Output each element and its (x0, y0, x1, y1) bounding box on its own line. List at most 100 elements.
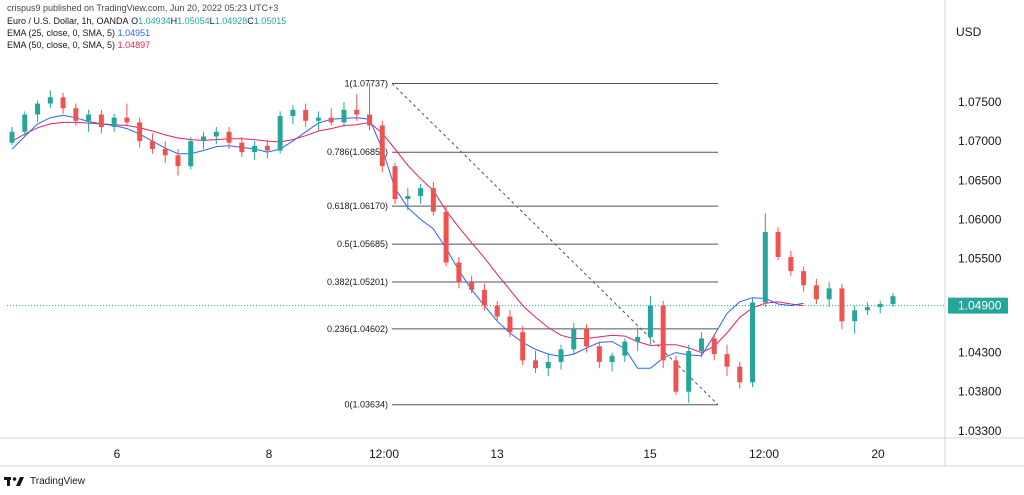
ohlc-label-h: H (170, 16, 178, 26)
candle-up[interactable] (877, 304, 883, 308)
candle-down[interactable] (469, 282, 475, 290)
candle-down[interactable] (788, 257, 794, 272)
candle-up[interactable] (635, 336, 641, 342)
candle-up[interactable] (864, 307, 870, 311)
candle-up[interactable] (405, 195, 411, 200)
candle-down[interactable] (98, 114, 104, 128)
candle-down[interactable] (813, 285, 819, 300)
candle-down[interactable] (379, 125, 385, 167)
candle-down[interactable] (367, 114, 373, 126)
candle-up[interactable] (86, 114, 92, 121)
candle-up[interactable] (762, 231, 768, 303)
candle-up[interactable] (545, 361, 551, 369)
candle-up[interactable] (35, 103, 41, 115)
fib-level-label: 0.382(1.05201) (327, 277, 388, 287)
candle-down[interactable] (584, 329, 590, 347)
y-tick-label: 1.07500 (958, 95, 1002, 109)
candle-up[interactable] (826, 288, 832, 300)
candle-down[interactable] (737, 366, 743, 383)
candle-up[interactable] (418, 188, 424, 196)
candle-down[interactable] (73, 108, 79, 121)
candle-up[interactable] (647, 305, 653, 337)
y-tick-label: 1.05500 (958, 252, 1002, 266)
ema25-label: EMA (25, close, 0, SMA, 5) (7, 28, 116, 38)
candle-up[interactable] (277, 116, 283, 151)
y-tick-label: 1.04300 (958, 346, 1002, 360)
candle-down[interactable] (354, 109, 360, 115)
fib-level-label: 0.236(1.04602) (327, 324, 388, 334)
candle-down[interactable] (149, 141, 155, 149)
candle-down[interactable] (137, 122, 143, 142)
candle-up[interactable] (558, 349, 564, 362)
candle-down[interactable] (673, 360, 679, 392)
candle-down[interactable] (660, 305, 666, 361)
candle-down[interactable] (801, 271, 807, 286)
y-tick-label: 1.03300 (958, 424, 1002, 438)
candle-up[interactable] (290, 109, 296, 117)
candle-down[interactable] (775, 231, 781, 258)
symbol-legend: Euro / U.S. Dollar, 1h, OANDA O1.04934 H… (7, 16, 286, 26)
candle-down[interactable] (443, 211, 449, 263)
candle-up[interactable] (890, 296, 896, 305)
x-tick-label: 8 (266, 447, 273, 461)
ohlc-values: O1.04934 H1.05054 L1.04928 C1.05015 (131, 16, 286, 26)
candle-up[interactable] (315, 117, 321, 121)
candle-up[interactable] (341, 109, 347, 123)
candle-down[interactable] (532, 360, 538, 369)
candle-down[interactable] (430, 188, 436, 212)
candle-up[interactable] (622, 341, 628, 356)
candle-up[interactable] (47, 97, 53, 104)
candle-down[interactable] (328, 117, 334, 123)
candle-up[interactable] (188, 141, 194, 167)
candle-up[interactable] (609, 355, 615, 362)
candle-down[interactable] (724, 354, 730, 367)
candle-up[interactable] (111, 117, 117, 128)
y-tick-label: 1.06000 (958, 212, 1002, 226)
y-tick-label: 1.04900 (958, 299, 1002, 313)
candle-down[interactable] (60, 97, 66, 109)
candle-up[interactable] (852, 310, 858, 322)
candle-up[interactable] (201, 136, 207, 142)
tradingview-logo-icon (4, 477, 24, 486)
candle-up[interactable] (571, 329, 577, 350)
footer-branding: TradingView (4, 476, 85, 487)
ohlc-value-c: 1.05015 (253, 16, 287, 26)
candle-up[interactable] (213, 131, 219, 137)
candle-down[interactable] (456, 262, 462, 283)
candle-down[interactable] (239, 142, 245, 153)
candle-down[interactable] (175, 155, 181, 167)
fib-level-label: 1(1.07737) (344, 78, 388, 88)
candle-down[interactable] (507, 316, 513, 333)
candle-down[interactable] (520, 332, 526, 361)
y-tick-label: 1.07000 (958, 134, 1002, 148)
ema50-line (11, 121, 804, 354)
candle-down[interactable] (162, 148, 168, 156)
y-tick-label: 1.06500 (958, 173, 1002, 187)
ohlc-value-l: 1.04928 (214, 16, 248, 26)
candle-down[interactable] (494, 305, 500, 317)
candle-down[interactable] (124, 117, 130, 123)
candle-down[interactable] (392, 166, 398, 200)
candle-up[interactable] (686, 350, 692, 392)
ohlc-label-c: C (247, 16, 254, 26)
fib-level-label: 0(1.03634) (344, 400, 388, 410)
candle-down[interactable] (264, 145, 270, 151)
candle-down[interactable] (596, 346, 602, 362)
candle-down[interactable] (303, 109, 309, 121)
candle-up[interactable] (22, 114, 28, 132)
candle-down[interactable] (226, 131, 232, 143)
y-tick-label: 1.03800 (958, 385, 1002, 399)
candle-up[interactable] (252, 145, 258, 153)
candle-down[interactable] (711, 338, 717, 355)
candle-up[interactable] (9, 131, 15, 143)
candle-down[interactable] (839, 288, 845, 322)
ohlc-value-o: 1.04934 (138, 16, 171, 26)
ema25-value: 1.04951 (117, 28, 151, 38)
candle-up[interactable] (698, 338, 704, 351)
candle-down[interactable] (481, 289, 487, 306)
fib-level-label: 0.5(1.05685) (337, 239, 388, 249)
candle-up[interactable] (750, 302, 756, 383)
current-price-badge (948, 297, 1008, 314)
ema50-legend: EMA (50, close, 0, SMA, 5) 1.04897 (7, 40, 150, 50)
